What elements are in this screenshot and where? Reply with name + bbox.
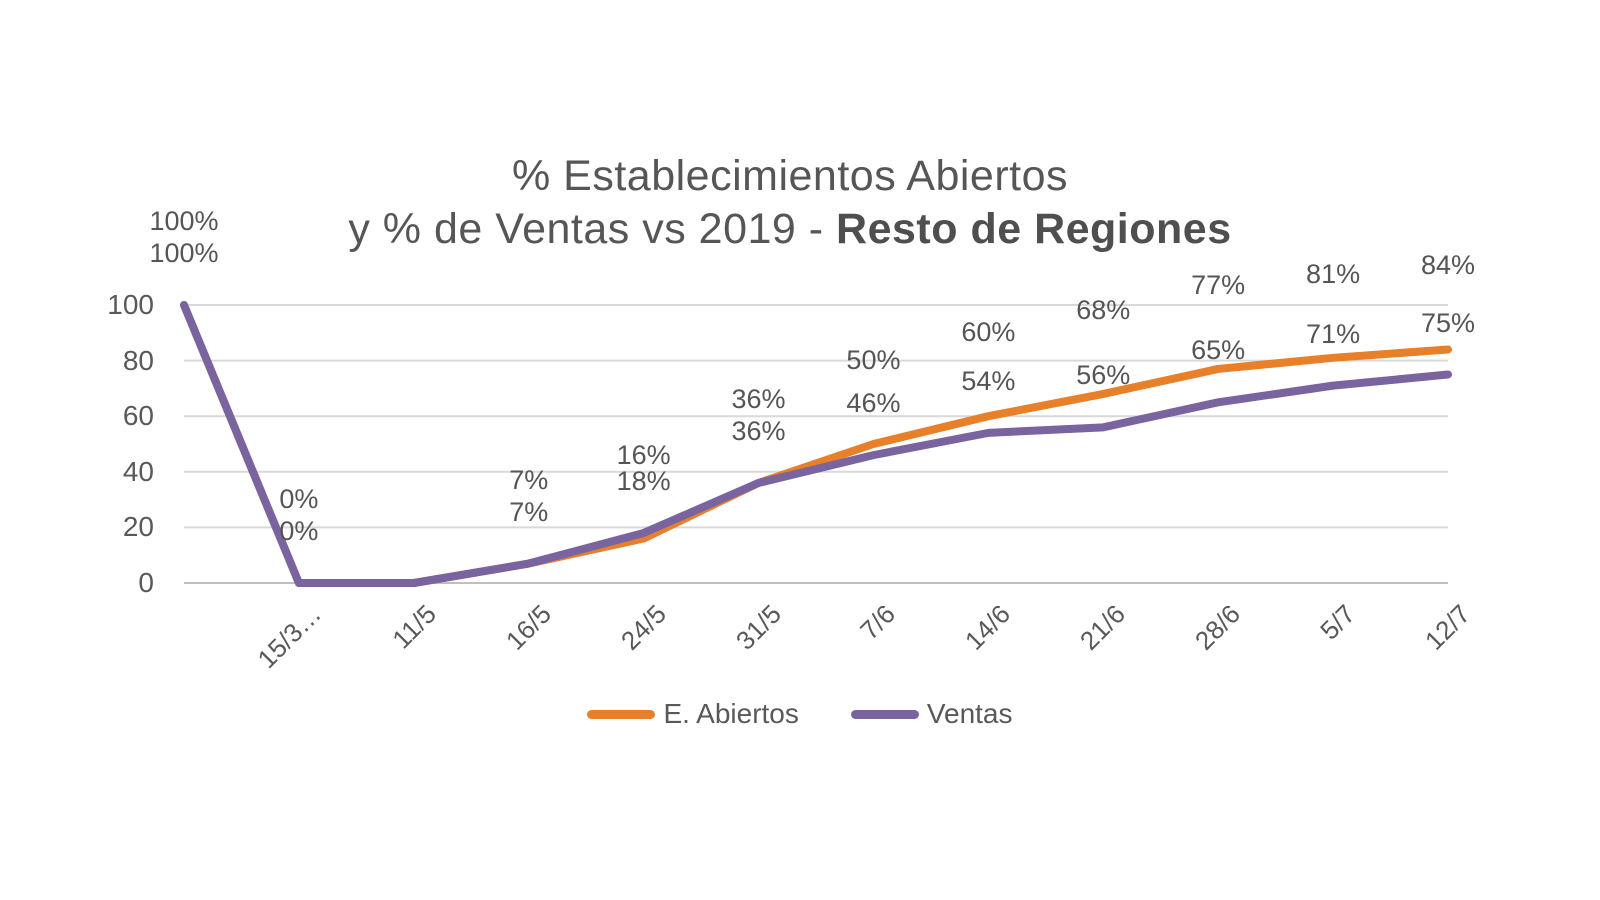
y-axis-tick-label: 20 — [122, 511, 154, 543]
data-label-ventas: 75% — [1420, 307, 1476, 338]
chart-title-line1: % Establecimientos Abiertos — [511, 152, 1069, 200]
data-label-abiertos: 50% — [846, 345, 901, 375]
data-label-abiertos: 36% — [731, 383, 786, 414]
data-label-ventas: 54% — [961, 365, 1016, 396]
chart-title-line2-bold: Resto de Regiones — [836, 205, 1232, 253]
chart-title: % Establecimientos Abiertos y % de Venta… — [0, 150, 1580, 256]
data-label-abiertos: 100% — [149, 206, 219, 236]
ventas-line-swatch — [850, 709, 919, 719]
data-label-ventas: 65% — [1191, 335, 1246, 366]
data-label-ventas: 46% — [846, 388, 901, 419]
series-line-ventas — [180, 301, 1452, 587]
legend-label-ventas: Ventas — [926, 698, 1013, 729]
data-label-ventas: 36% — [731, 415, 786, 446]
y-axis-tick-label: 100 — [107, 289, 154, 320]
data-label-ventas: 18% — [616, 465, 671, 496]
y-axis-tick-label: 0 — [138, 567, 154, 598]
y-axis-tick-label: 80 — [122, 344, 154, 376]
data-label-abiertos: 7% — [509, 464, 549, 495]
chart-title-line2-prefix: y % de Ventas vs 2019 - — [348, 205, 837, 253]
data-label-ventas: 100% — [149, 238, 219, 268]
chart-title-line2: y % de Ventas vs 2019 - Resto de Regione… — [0, 203, 1580, 256]
legend-label-abiertos: E. Abiertos — [663, 698, 799, 729]
y-axis-tick-label: 60 — [122, 400, 154, 432]
data-label-ventas: 0% — [279, 516, 319, 546]
legend: E. Abiertos Ventas — [0, 698, 1600, 730]
data-label-abiertos: 60% — [961, 317, 1016, 348]
data-label-ventas: 7% — [509, 496, 549, 527]
legend-item-ventas: Ventas — [850, 698, 1013, 730]
y-axis-tick-label: 40 — [122, 455, 154, 487]
data-label-abiertos: 68% — [1076, 294, 1131, 325]
data-label-abiertos: 0% — [279, 484, 319, 514]
data-label-abiertos: 16% — [616, 439, 671, 470]
data-label-ventas: 56% — [1076, 360, 1131, 391]
data-label-ventas: 71% — [1306, 318, 1361, 349]
abiertos-line-swatch — [587, 709, 656, 719]
legend-item-abiertos: E. Abiertos — [587, 698, 799, 730]
data-label-abiertos: 84% — [1420, 250, 1476, 281]
data-label-abiertos: 81% — [1306, 258, 1361, 289]
data-label-abiertos: 77% — [1191, 269, 1246, 300]
